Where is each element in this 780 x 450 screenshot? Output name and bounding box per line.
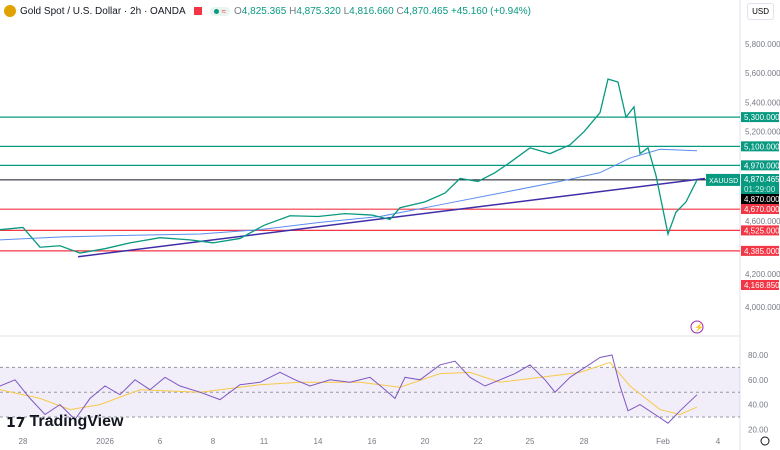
time-tick-label: 14 <box>314 437 323 446</box>
level-label-bg <box>741 204 779 214</box>
level-label-bg <box>741 141 779 152</box>
low-marker-label-bg <box>741 280 779 290</box>
level-label-bg <box>741 112 779 123</box>
rsi-tick-label: 40.00 <box>748 401 769 410</box>
time-tick-label: 4 <box>716 437 721 446</box>
crosshair-label: 4,870.000 <box>744 195 780 204</box>
symbol-title[interactable]: Gold Spot / U.S. Dollar · 2h · OANDA <box>20 5 186 17</box>
price-line <box>0 78 698 254</box>
market-status-pill[interactable]: ≈ <box>209 6 231 16</box>
symbol-tag-bg <box>706 173 740 186</box>
time-tick-label: 16 <box>368 437 377 446</box>
level-label-bg <box>741 245 779 256</box>
rsi-signal-line <box>0 361 698 416</box>
moving-average-line <box>0 148 698 241</box>
time-tick-label: 22 <box>474 437 483 446</box>
price-tick-label: 5,200.000 <box>745 128 780 137</box>
last-price-label-bg <box>741 174 779 194</box>
time-tick-label: 6 <box>158 437 163 446</box>
crosshair-label-bg <box>741 194 779 204</box>
price-tick-label: 4,000.000 <box>745 303 780 312</box>
rsi-tick-label: 80.00 <box>748 351 769 360</box>
last-price-label-sub: 01:29:00 <box>744 185 776 194</box>
currency-button[interactable]: USD <box>747 3 774 20</box>
rsi-line <box>0 354 698 424</box>
time-tick-label: 28 <box>19 437 28 446</box>
lightning-icon <box>690 320 704 334</box>
low-marker-label: 4,168.850 <box>744 281 780 290</box>
price-tick-label: 4,600.000 <box>745 217 780 226</box>
level-label: 4,525.000 <box>744 226 780 235</box>
rsi-band <box>0 367 740 417</box>
ohlc-readout: O4,825.365 H4,875.320 L4,816.660 C4,870.… <box>234 5 532 17</box>
price-tick-label: 5,800.000 <box>745 40 780 49</box>
symbol-header: Gold Spot / U.S. Dollar · 2h · OANDA ≈ O… <box>4 3 531 19</box>
last-price-label: 4,870.465 <box>744 175 780 184</box>
level-label: 4,670.000 <box>744 205 780 214</box>
price-tick-label: 5,600.000 <box>745 69 780 78</box>
lightning-glyph: ⚡ <box>694 322 704 332</box>
level-label: 5,300.000 <box>744 113 780 122</box>
level-label: 4,970.000 <box>744 161 780 170</box>
settings-gear-icon[interactable] <box>760 436 770 446</box>
rsi-tick-label: 60.00 <box>748 376 769 385</box>
level-label-bg <box>741 160 779 171</box>
symbol-tag: XAUUSD <box>709 178 738 185</box>
time-tick-label: Feb <box>656 437 670 446</box>
tradingview-logo: 𝟭𝟳 TradingView <box>6 413 124 430</box>
level-label-bg <box>741 225 779 236</box>
price-tick-label: 5,400.000 <box>745 98 780 107</box>
time-tick-label: 8 <box>211 437 216 446</box>
market-open-icon <box>213 8 219 14</box>
level-label: 4,385.000 <box>744 247 780 256</box>
tv-logo-icon: 𝟭𝟳 <box>6 413 26 430</box>
time-tick-label: 2026 <box>96 437 114 446</box>
flag-icon[interactable] <box>193 7 202 15</box>
price-tick-label: 4,200.000 <box>745 270 780 279</box>
level-label: 5,100.000 <box>744 142 780 151</box>
time-tick-label: 28 <box>580 437 589 446</box>
gold-logo-icon <box>4 5 16 17</box>
rsi-tick-label: 20.00 <box>748 425 769 434</box>
equal-icon: ≈ <box>221 6 227 16</box>
time-tick-label: 11 <box>260 437 269 446</box>
time-tick-label: 20 <box>421 437 430 446</box>
time-tick-label: 25 <box>526 437 535 446</box>
